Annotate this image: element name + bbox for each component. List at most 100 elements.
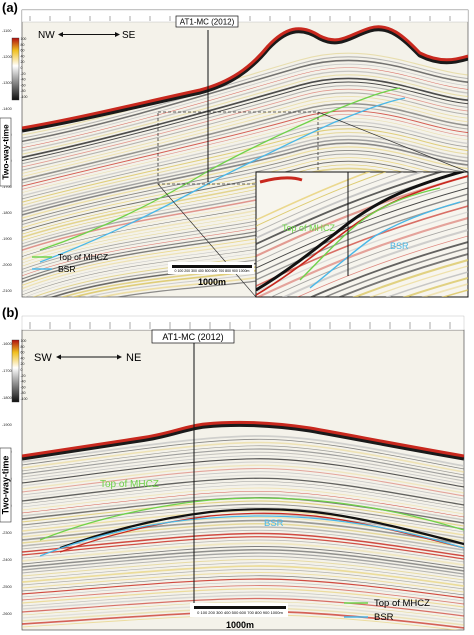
seismic-reflector [22, 552, 464, 575]
seismic-reflector [22, 585, 464, 605]
inset-reflector [385, 271, 468, 297]
tick-label: 100 [21, 339, 27, 343]
tick-label: -1400 [2, 107, 12, 111]
tick-label: -80 [21, 391, 26, 395]
panel-b-well-box [151, 329, 235, 344]
tick-label: -20 [21, 374, 26, 378]
seismic-reflector [22, 70, 468, 152]
seismic-reflector [22, 546, 464, 569]
panel-b-scale-bar [194, 606, 286, 609]
tick-label: 80 [21, 43, 25, 47]
inset-reflector [323, 247, 468, 297]
tick-label: -2000 [2, 263, 12, 267]
seismic-reflector [22, 117, 468, 193]
panel-b-arrowhead-right [117, 354, 122, 360]
panel-b-direction-left: SW [34, 352, 52, 364]
panel-a-bsr-line [39, 97, 406, 263]
seismic-reflector [22, 445, 464, 476]
inset-reflector [256, 172, 387, 227]
seismic-reflector [22, 138, 468, 213]
tick-label: -2300 [2, 531, 12, 535]
tick-label: -1900 [2, 423, 12, 427]
tick-label: -40 [21, 380, 26, 384]
tick-label: 60 [21, 49, 25, 53]
panel-b-well-label: AT1-MC (2012) [162, 332, 223, 342]
seismic-reflector [22, 88, 468, 168]
panel-a-scale-ticks: 0 100 200 300 400 500 600 700 800 900 10… [175, 269, 250, 273]
panel-b-letter: (b) [2, 305, 19, 320]
seismic-reflector [22, 588, 464, 608]
seismic-reflector [22, 157, 468, 229]
seismic-reflector [22, 477, 464, 506]
seismic-reflector [22, 601, 464, 620]
seismic-reflector [22, 555, 464, 578]
panel-b-colorbar [11, 339, 20, 403]
inset-reflector [256, 172, 371, 221]
panel-a-inset [256, 172, 468, 297]
seismic-reflector [22, 503, 464, 530]
tick-label: -1700 [2, 369, 12, 373]
seismic-reflector [22, 106, 468, 184]
tick-label: -100 [21, 95, 28, 99]
tick-label: 20 [21, 362, 25, 366]
seismic-reflector [22, 56, 468, 139]
seismic-reflector [22, 481, 464, 509]
seismic-reflector [22, 146, 468, 219]
panel-a-colorbar [11, 37, 20, 101]
seismic-reflector [22, 532, 464, 557]
inset-reflector [256, 172, 404, 233]
inset-reflector [421, 283, 468, 297]
seismic-reflector [22, 474, 464, 503]
inset-reflector [308, 241, 468, 297]
seismic-reflector [22, 464, 464, 494]
panel-a-scale-bar [172, 265, 252, 268]
seismic-reflector [22, 128, 468, 203]
panel-b-scale-label: 1000m [226, 620, 254, 630]
seismic-reflector [22, 562, 464, 584]
seismic-reflector [22, 142, 468, 216]
seismic-reflector [22, 435, 464, 467]
seismic-reflector [22, 441, 464, 473]
panel-a-header-ticks [29, 16, 451, 21]
inset-bsr-line [309, 201, 461, 289]
seismic-reflector [22, 458, 464, 488]
panel-a-well-box [175, 15, 239, 28]
seismic-reflector [22, 575, 464, 596]
tick-label: 60 [21, 351, 25, 355]
inset-reflector [256, 172, 444, 245]
seismic-reflector [22, 74, 468, 155]
panel-b-yaxis-box [0, 447, 12, 523]
tick-label: 80 [21, 345, 25, 349]
inset-reflector [296, 235, 468, 297]
panel-b-seafloor [22, 420, 464, 458]
seismic-reflector [22, 578, 464, 599]
tick-label: -60 [21, 83, 26, 87]
seismic-reflector [22, 542, 464, 566]
inset-reflector [256, 172, 425, 239]
seismic-reflector [22, 467, 464, 497]
seismic-reflector [22, 519, 464, 545]
seismic-reflector [22, 571, 464, 593]
seismic-reflector [22, 448, 464, 479]
panel-b-scale-ticks: 0 100 200 300 400 500 600 700 800 900 10… [197, 610, 283, 615]
tick-label: -40 [21, 78, 26, 82]
inset-reflector [256, 181, 468, 263]
inset-reflector [256, 216, 468, 297]
panel-a-mhcz-line [39, 87, 401, 251]
seismic-reflector [22, 135, 468, 210]
seismic-reflector [22, 114, 468, 190]
seismic-reflector [22, 438, 464, 470]
panel-b-direction-right: NE [126, 352, 141, 364]
seismic-reflector [22, 471, 464, 500]
tick-label: 20 [21, 60, 25, 64]
panel-a-mhcz-label: Top of MHCZ [282, 223, 336, 233]
panel-a-arrowhead-left [58, 32, 63, 37]
seismic-reflector [22, 77, 468, 159]
panel-a-well-label: AT1-MC (2012) [180, 18, 235, 27]
inset-reflector [369, 265, 468, 297]
seismic-reflector [22, 536, 464, 560]
tick-label: -1800 [2, 211, 12, 215]
seismic-reflector [22, 591, 464, 611]
